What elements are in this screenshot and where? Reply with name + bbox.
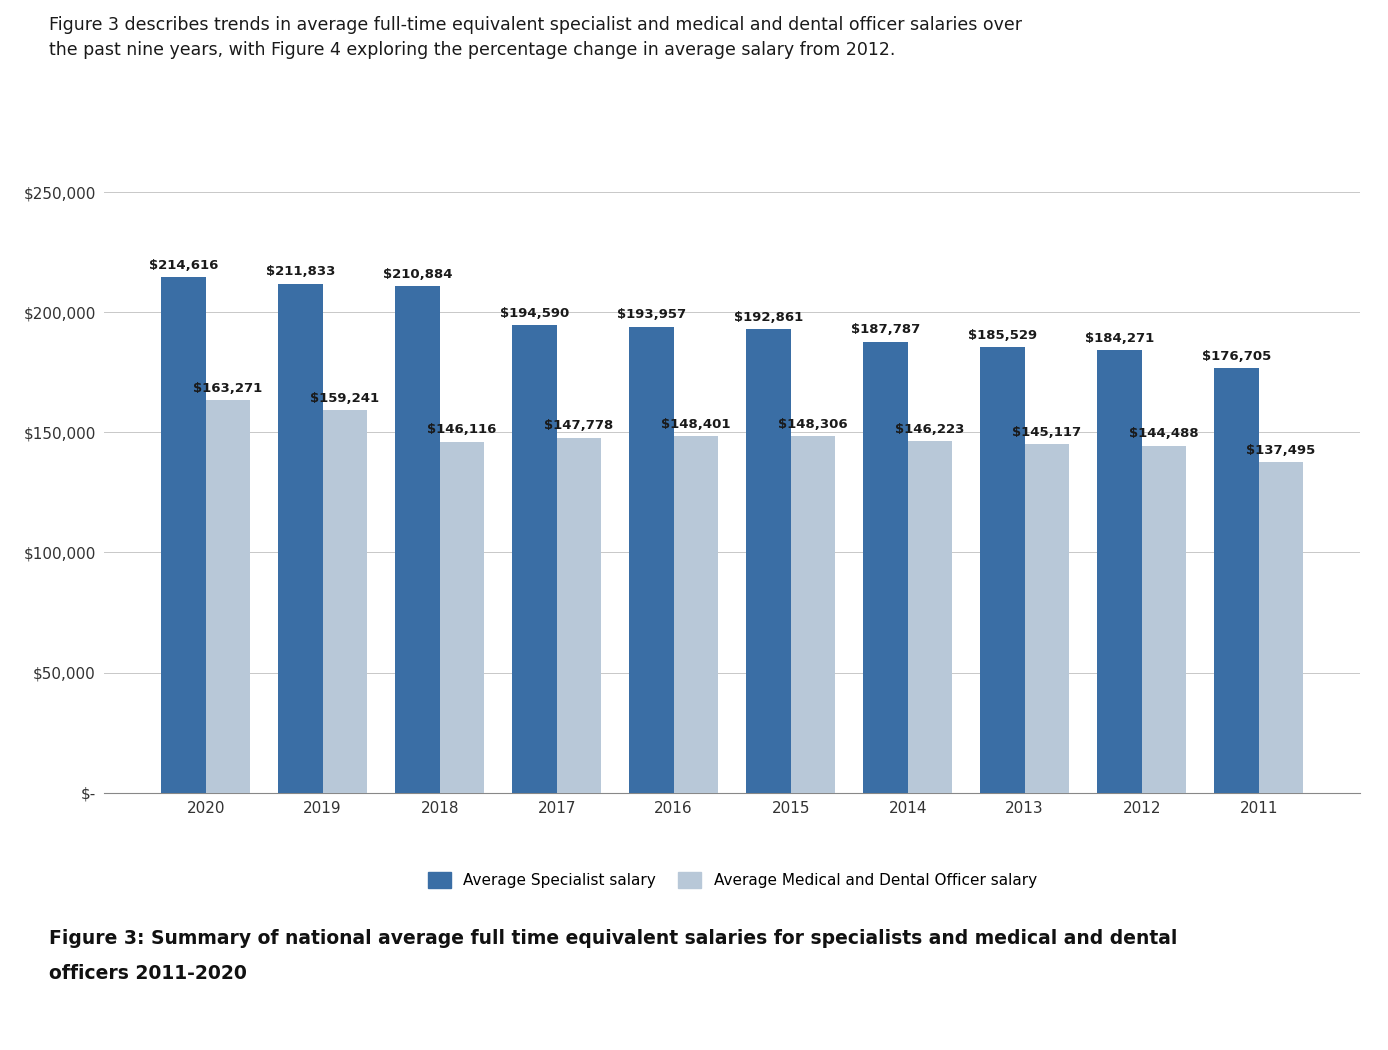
Text: $192,861: $192,861 [734, 311, 804, 324]
Bar [791, 437, 836, 793]
Text: $214,616: $214,616 [149, 258, 218, 272]
Bar [1259, 462, 1303, 793]
Bar [557, 438, 601, 793]
Text: $147,778: $147,778 [544, 419, 613, 433]
Bar [440, 442, 484, 793]
Bar [1024, 444, 1069, 793]
Bar [161, 277, 205, 793]
Text: $146,116: $146,116 [428, 423, 497, 437]
Bar [863, 341, 908, 793]
Bar [629, 327, 673, 793]
Text: $185,529: $185,529 [967, 329, 1037, 341]
Bar [747, 330, 791, 793]
Text: $148,401: $148,401 [661, 418, 730, 430]
Text: $184,271: $184,271 [1085, 332, 1153, 344]
Text: $193,957: $193,957 [616, 309, 686, 321]
Legend: Average Specialist salary, Average Medical and Dental Officer salary: Average Specialist salary, Average Medic… [422, 866, 1042, 895]
Text: $159,241: $159,241 [311, 392, 379, 405]
Text: $194,590: $194,590 [500, 307, 569, 320]
Bar [396, 286, 440, 793]
Text: $145,117: $145,117 [1012, 425, 1081, 439]
Bar [1214, 369, 1259, 793]
Bar [205, 400, 250, 793]
Bar [1142, 445, 1187, 793]
Text: $187,787: $187,787 [851, 323, 920, 336]
Bar [1098, 350, 1142, 793]
Bar [908, 441, 952, 793]
Text: officers 2011-2020: officers 2011-2020 [49, 964, 247, 983]
Text: $146,223: $146,223 [895, 423, 965, 436]
Text: $210,884: $210,884 [383, 268, 452, 280]
Text: $163,271: $163,271 [193, 382, 262, 395]
Bar [322, 411, 366, 793]
Text: Figure 3: Summary of national average full time equivalent salaries for speciali: Figure 3: Summary of national average fu… [49, 929, 1177, 948]
Text: Figure 3 describes trends in average full-time equivalent specialist and medical: Figure 3 describes trends in average ful… [49, 16, 1022, 59]
Bar [512, 326, 557, 793]
Text: $176,705: $176,705 [1202, 350, 1271, 363]
Text: $211,833: $211,833 [265, 266, 335, 278]
Bar [278, 284, 322, 793]
Bar [980, 346, 1024, 793]
Text: $144,488: $144,488 [1128, 427, 1199, 440]
Text: $137,495: $137,495 [1246, 444, 1316, 457]
Bar [673, 436, 718, 793]
Text: $148,306: $148,306 [779, 418, 848, 432]
